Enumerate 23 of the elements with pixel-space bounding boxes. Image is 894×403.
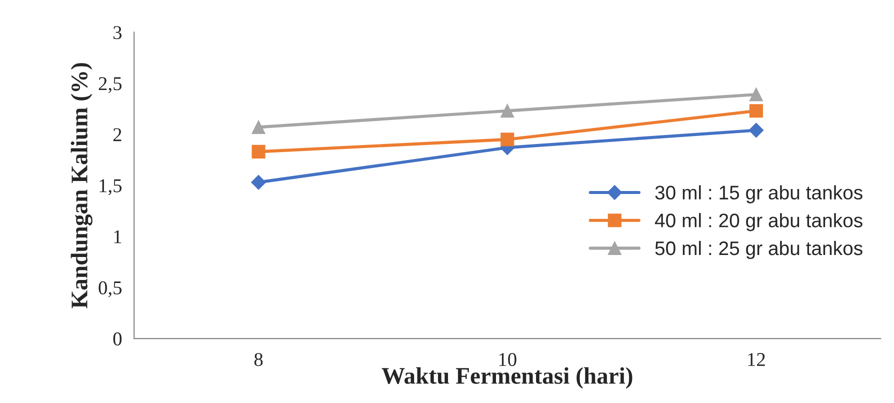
y-tick-label: 3	[114, 26, 122, 40]
legend-label: 30 ml : 15 gr abu tankos	[655, 185, 862, 204]
y-tick-label: 2	[113, 128, 122, 142]
x-tick-label: 8	[254, 352, 263, 366]
point	[748, 122, 764, 138]
point	[252, 144, 266, 158]
x-axis-title: Waktu Fermentasi (hari)	[382, 367, 632, 389]
legend-label: 50 ml : 25 gr abu tankos	[655, 240, 862, 260]
y-axis-title: Kandungan Kalium (%)	[70, 63, 92, 308]
point	[500, 132, 514, 146]
x-tick-label: 10	[499, 352, 516, 366]
y-tick-label: 1,5	[100, 179, 122, 196]
point	[252, 120, 266, 134]
x-tick-label: 12	[748, 353, 765, 366]
y-tick-label: 0	[113, 332, 122, 346]
point	[500, 104, 514, 118]
y-tick-label: 2,5	[98, 77, 122, 94]
point	[251, 174, 266, 190]
point	[749, 104, 763, 118]
legend-label: 40 ml : 20 gr abu tankos	[654, 213, 862, 232]
y-tick-label: 0,5	[98, 281, 122, 298]
point	[749, 88, 763, 102]
y-tick-label: 1	[114, 230, 122, 244]
